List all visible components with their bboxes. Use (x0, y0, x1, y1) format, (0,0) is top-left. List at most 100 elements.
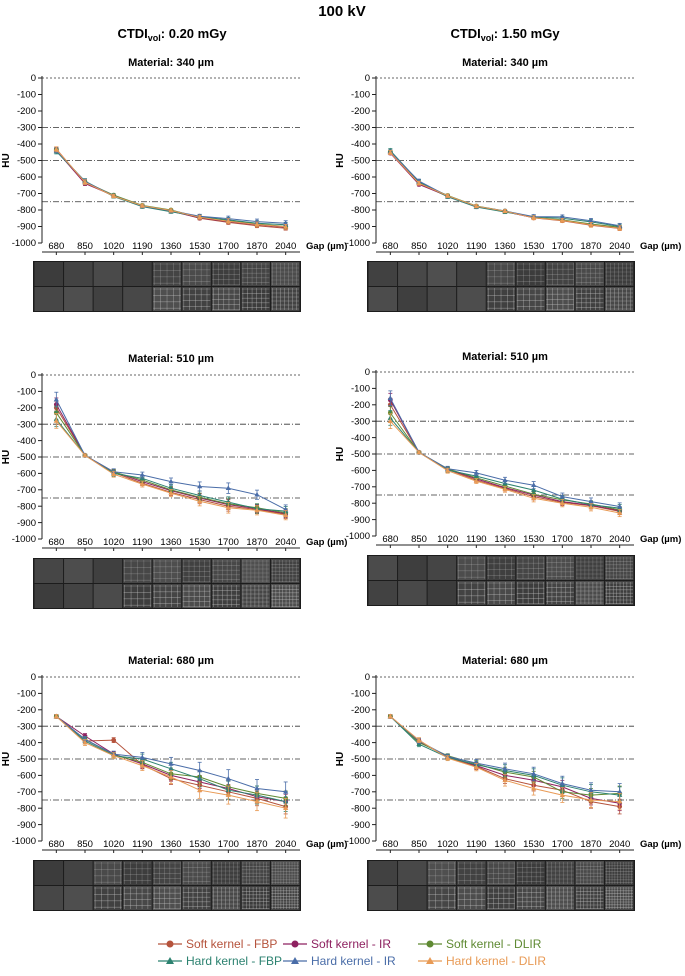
x-tick-label: 1870 (246, 537, 267, 548)
ct-image-patch (211, 886, 241, 910)
data-point (588, 504, 594, 510)
ct-image-patch (270, 262, 300, 286)
y-tick-label: -300 (351, 721, 370, 732)
ct-image-patch (123, 287, 152, 311)
ct-image-patch (211, 559, 241, 583)
y-tick-label: -400 (351, 139, 370, 150)
ct-image-patch (270, 559, 300, 583)
y-tick-label: -700 (351, 787, 370, 798)
ct-image-patch (457, 556, 486, 580)
data-point (588, 797, 594, 802)
data-point (502, 777, 508, 783)
ct-image-patch (486, 581, 516, 605)
ct-image-patch (64, 584, 93, 608)
series-line (389, 151, 620, 227)
data-point (283, 805, 289, 810)
ct-image-patch (34, 886, 64, 910)
series-line (389, 151, 620, 229)
data-point (254, 785, 260, 791)
y-tick-label: -1000 (346, 238, 370, 249)
legend-item: Soft kernel - IR (283, 937, 391, 951)
ct-image-patch (182, 287, 211, 311)
y-axis-label: HU (1, 450, 12, 464)
legend-item: Hard kernel - DLIR (418, 954, 546, 968)
ct-image-patch (427, 287, 457, 311)
series-line (389, 152, 620, 229)
ct-image-patch (398, 556, 427, 580)
y-tick-label: -100 (351, 90, 370, 101)
data-point (588, 222, 594, 227)
y-tick-label: -600 (17, 172, 36, 183)
data-point (559, 217, 565, 223)
ct-image-patch (427, 556, 457, 580)
y-tick-label: -800 (351, 803, 370, 814)
ct-image-patch (34, 287, 64, 311)
series-line (55, 418, 286, 512)
y-tick-label: -500 (17, 754, 36, 765)
y-tick-label: -300 (17, 721, 36, 732)
ct-image-patch (398, 886, 427, 910)
data-point (416, 180, 422, 186)
data-point (197, 767, 203, 773)
y-tick-label: -1000 (12, 836, 36, 847)
x-tick-label: 680 (382, 839, 398, 850)
x-tick-label: 680 (48, 241, 64, 252)
ct-image-patch (211, 287, 241, 311)
ct-image-patch (427, 262, 457, 286)
data-point (531, 495, 537, 501)
ct-image-patch (486, 886, 516, 910)
ct-image-patch (241, 262, 270, 286)
x-tick-label: 2040 (609, 241, 630, 252)
y-tick-label: -700 (17, 485, 36, 496)
y-tick-label: 0 (31, 370, 36, 381)
y-tick-label: -200 (17, 106, 36, 117)
y-tick-label: 0 (31, 672, 36, 683)
x-tick-label: 1020 (437, 534, 458, 545)
data-point (139, 481, 145, 486)
y-tick-label: -1000 (12, 238, 36, 249)
y-tick-label: -900 (17, 518, 36, 529)
y-tick-label: 0 (365, 73, 370, 84)
y-tick-label: 0 (31, 73, 36, 84)
legend: Soft kernel - FBP Soft kernel - IR Soft ke… (158, 937, 546, 968)
data-point (197, 483, 203, 489)
x-tick-label: 1360 (494, 839, 515, 850)
y-tick-label: -300 (17, 123, 36, 134)
data-point (53, 146, 59, 152)
data-point (531, 491, 537, 497)
ct-image-patch (93, 287, 123, 311)
x-tick-label: 1190 (466, 241, 486, 252)
data-point (502, 486, 508, 492)
ct-image-patch (34, 262, 64, 286)
data-point (197, 214, 203, 220)
series-line (55, 420, 286, 516)
ct-image-patch (34, 559, 64, 583)
data-point (168, 774, 174, 779)
y-tick-label: -500 (17, 156, 36, 167)
x-tick-label: 1190 (132, 241, 152, 252)
y-tick-label: -400 (17, 139, 36, 150)
ct-image-patch (241, 861, 270, 885)
chart-panels: Material: 340 µm 0 -100 -200 -300 -400 -500 -60… (1, 57, 681, 911)
data-point (225, 792, 231, 797)
legend-label: Hard kernel - IR (311, 954, 396, 968)
ct-image-patch (457, 886, 486, 910)
ct-image-patch (486, 861, 516, 885)
data-point (139, 754, 145, 760)
chart-panel-6: Material: 680 µm 0 -100 -200 -300 -400 -500 -60… (335, 655, 681, 911)
panel-title: Material: 680 µm (462, 655, 548, 667)
data-point (531, 785, 537, 791)
x-tick-label: 850 (411, 839, 427, 850)
ct-image-patch (34, 584, 64, 608)
data-point (531, 215, 537, 220)
series-line (55, 151, 286, 226)
ct-image-patch (545, 262, 575, 286)
x-axis-label: Gap (µm) (306, 839, 347, 850)
data-point (225, 218, 231, 223)
ct-image-strip (33, 261, 301, 312)
ct-image-strip (367, 860, 635, 911)
data-point (111, 752, 117, 758)
data-point (254, 491, 260, 497)
x-tick-label: 1870 (580, 534, 601, 545)
panel-title: Material: 510 µm (462, 351, 548, 363)
